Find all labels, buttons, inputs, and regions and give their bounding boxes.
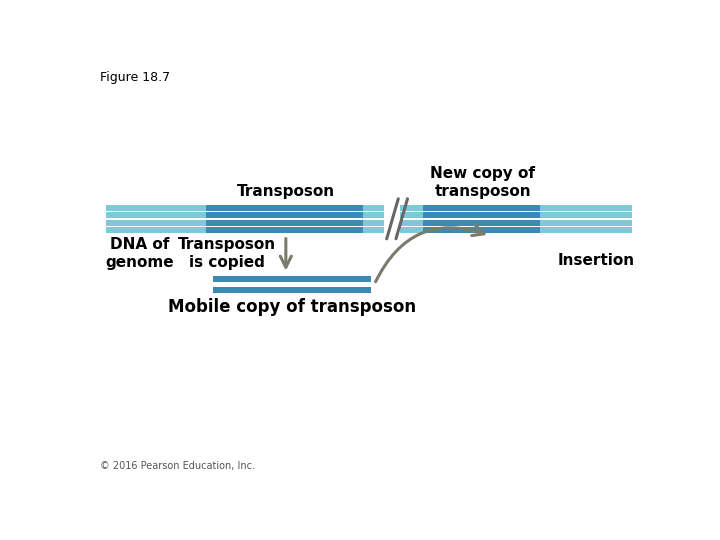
Bar: [400, 212, 632, 218]
Text: Transposon
is copied: Transposon is copied: [178, 237, 276, 269]
Bar: [212, 276, 371, 282]
FancyArrowPatch shape: [376, 225, 484, 282]
Text: © 2016 Pearson Education, Inc.: © 2016 Pearson Education, Inc.: [99, 461, 254, 471]
Bar: [400, 220, 632, 226]
Text: DNA of
genome: DNA of genome: [105, 237, 174, 269]
Text: Figure 18.7: Figure 18.7: [99, 71, 170, 84]
Bar: [423, 205, 540, 211]
Bar: [400, 226, 632, 233]
Bar: [206, 205, 363, 211]
Bar: [106, 220, 384, 226]
Bar: [400, 205, 632, 211]
Bar: [206, 220, 363, 226]
Bar: [212, 287, 371, 293]
Text: New copy of
transposon: New copy of transposon: [431, 166, 536, 199]
Text: Mobile copy of transposon: Mobile copy of transposon: [168, 298, 416, 316]
Bar: [206, 212, 363, 218]
Text: Transposon: Transposon: [237, 184, 335, 199]
Bar: [212, 276, 371, 282]
Bar: [106, 226, 384, 233]
Text: Insertion: Insertion: [558, 253, 635, 268]
Bar: [206, 226, 363, 233]
Bar: [106, 205, 384, 211]
Bar: [423, 220, 540, 226]
Bar: [212, 287, 371, 293]
Bar: [106, 212, 384, 218]
Bar: [423, 226, 540, 233]
Bar: [423, 212, 540, 218]
